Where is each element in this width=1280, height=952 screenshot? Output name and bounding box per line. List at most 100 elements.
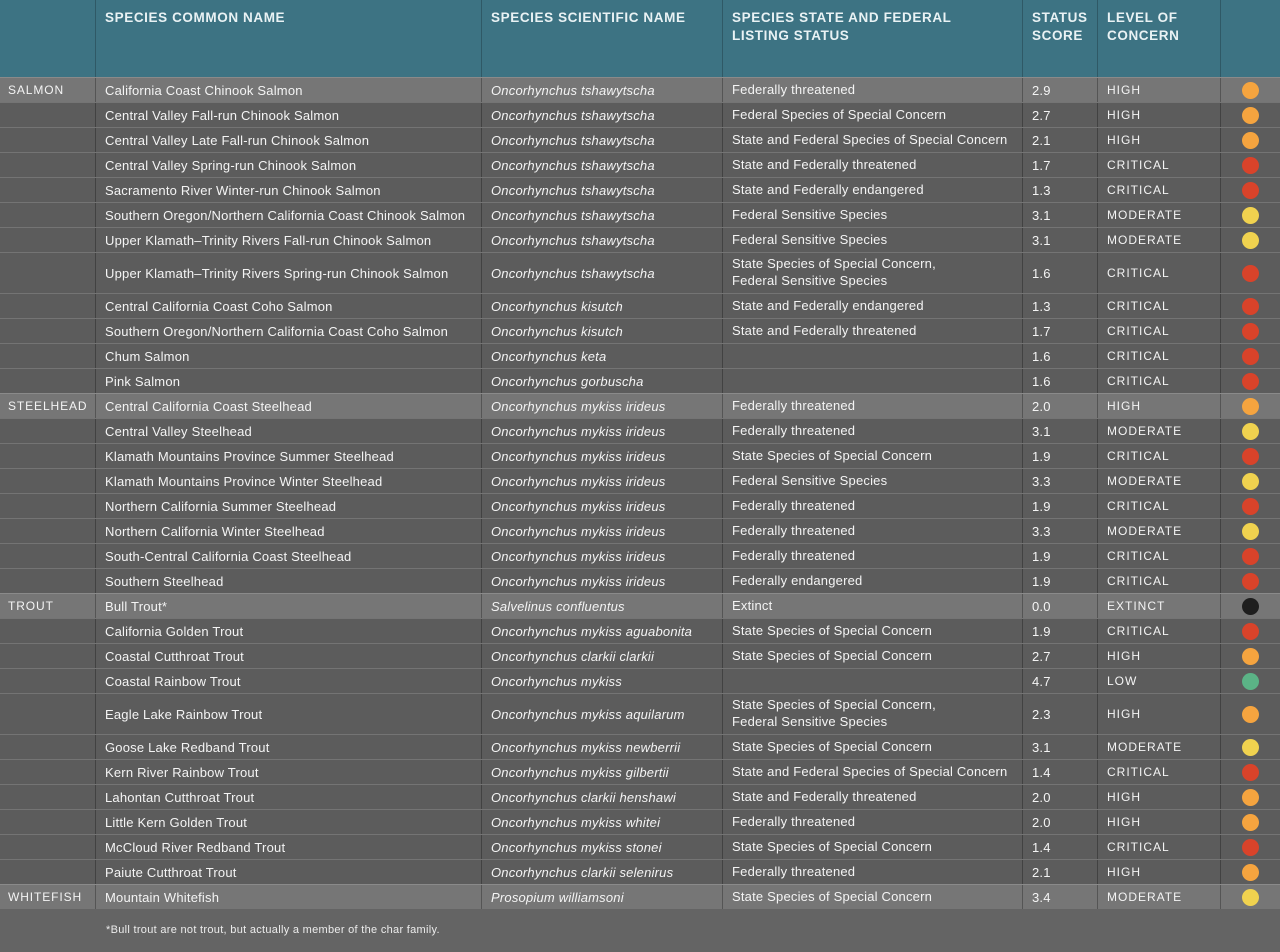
status-score-cell: 1.9 — [1022, 444, 1097, 468]
concern-level-cell: HIGH — [1097, 644, 1220, 668]
table-header: SPECIES COMMON NAME SPECIES SCIENTIFIC N… — [0, 0, 1280, 77]
table-row: Central Valley Steelhead Oncorhynchus myk… — [0, 418, 1280, 443]
scientific-name-cell: Oncorhynchus clarkii henshawi — [481, 785, 722, 809]
scientific-name-cell: Oncorhynchus tshawytscha — [481, 103, 722, 127]
listing-status-cell: State Species of Special Concern, Federa… — [722, 253, 1022, 293]
concern-dot-cell — [1220, 835, 1280, 859]
group-cell — [0, 569, 95, 593]
concern-level-cell: HIGH — [1097, 860, 1220, 884]
scientific-name-cell: Oncorhynchus tshawytscha — [481, 178, 722, 202]
scientific-name-cell: Oncorhynchus kisutch — [481, 319, 722, 343]
status-score-cell: 2.0 — [1022, 394, 1097, 418]
table-row: Klamath Mountains Province Summer Steelh… — [0, 443, 1280, 468]
concern-dot-icon — [1242, 547, 1259, 565]
common-name-cell: Klamath Mountains Province Summer Steelh… — [95, 444, 481, 468]
listing-status-cell: State Species of Special Concern — [722, 885, 1022, 909]
concern-level-cell: HIGH — [1097, 810, 1220, 834]
status-score-cell: 1.9 — [1022, 494, 1097, 518]
concern-dot-icon — [1242, 738, 1259, 756]
table-row: Chum Salmon Oncorhynchus keta 1.6 CRITICAL — [0, 343, 1280, 368]
table-row: South-Central California Coast Steelhead… — [0, 543, 1280, 568]
concern-level-cell: MODERATE — [1097, 735, 1220, 759]
listing-status-cell: State and Federally endangered — [722, 294, 1022, 318]
common-name-cell: Coastal Cutthroat Trout — [95, 644, 481, 668]
group-cell — [0, 860, 95, 884]
listing-status-cell: Federal Sensitive Species — [722, 203, 1022, 227]
common-name-cell: Chum Salmon — [95, 344, 481, 368]
group-cell — [0, 128, 95, 152]
group-cell — [0, 669, 95, 693]
footnote: *Bull trout are not trout, but actually … — [106, 924, 440, 936]
group-cell — [0, 319, 95, 343]
listing-status-cell — [722, 369, 1022, 393]
concern-dot-icon — [1242, 131, 1259, 149]
concern-level-cell: HIGH — [1097, 694, 1220, 734]
group-cell — [0, 103, 95, 127]
table-row: Southern Steelhead Oncorhynchus mykiss ir… — [0, 568, 1280, 593]
status-score-cell: 2.9 — [1022, 78, 1097, 102]
common-name-cell: Upper Klamath–Trinity Rivers Fall-run Ch… — [95, 228, 481, 252]
concern-dot-cell — [1220, 785, 1280, 809]
status-score-cell: 1.6 — [1022, 369, 1097, 393]
concern-level-cell: MODERATE — [1097, 228, 1220, 252]
scientific-name-cell: Oncorhynchus mykiss irideus — [481, 569, 722, 593]
status-score-cell: 3.4 — [1022, 885, 1097, 909]
concern-dot-icon — [1242, 231, 1259, 249]
common-name-cell: Southern Oregon/Northern California Coas… — [95, 319, 481, 343]
concern-dot-icon — [1242, 297, 1259, 315]
common-name-cell: Upper Klamath–Trinity Rivers Spring-run … — [95, 253, 481, 293]
listing-status-cell: State and Federal Species of Special Con… — [722, 128, 1022, 152]
table-row: Southern Oregon/Northern California Coas… — [0, 318, 1280, 343]
table-row: Eagle Lake Rainbow Trout Oncorhynchus myk… — [0, 693, 1280, 734]
concern-dot-cell — [1220, 760, 1280, 784]
header-common-name: SPECIES COMMON NAME — [95, 0, 481, 77]
common-name-cell: California Golden Trout — [95, 619, 481, 643]
group-cell — [0, 494, 95, 518]
table-row: Northern California Winter Steelhead Onco… — [0, 518, 1280, 543]
listing-status-cell: Federally endangered — [722, 569, 1022, 593]
table-row: Little Kern Golden Trout Oncorhynchus myk… — [0, 809, 1280, 834]
listing-status-cell: Federal Species of Special Concern — [722, 103, 1022, 127]
listing-status-cell: Federally threatened — [722, 419, 1022, 443]
common-name-cell: Northern California Winter Steelhead — [95, 519, 481, 543]
scientific-name-cell: Oncorhynchus mykiss irideus — [481, 519, 722, 543]
concern-dot-icon — [1242, 672, 1259, 690]
group-cell — [0, 544, 95, 568]
header-status-score: STATUS SCORE — [1022, 0, 1097, 77]
concern-dot-cell — [1220, 885, 1280, 909]
scientific-name-cell: Oncorhynchus keta — [481, 344, 722, 368]
group-cell: STEELHEAD — [8, 399, 88, 413]
concern-dot-icon — [1242, 597, 1259, 615]
scientific-name-cell: Oncorhynchus gorbuscha — [481, 369, 722, 393]
concern-dot-icon — [1242, 106, 1259, 124]
common-name-cell: Pink Salmon — [95, 369, 481, 393]
header-listing-status: SPECIES STATE AND FEDERAL LISTING STATUS — [722, 0, 1022, 77]
common-name-cell: California Coast Chinook Salmon — [95, 78, 481, 102]
concern-level-cell: CRITICAL — [1097, 294, 1220, 318]
concern-dot-icon — [1242, 763, 1259, 781]
status-score-cell: 2.3 — [1022, 694, 1097, 734]
concern-dot-icon — [1242, 472, 1259, 490]
listing-status-cell: State and Federal Species of Special Con… — [722, 760, 1022, 784]
table-row: Coastal Cutthroat Trout Oncorhynchus clar… — [0, 643, 1280, 668]
concern-level-cell: LOW — [1097, 669, 1220, 693]
common-name-cell: Southern Oregon/Northern California Coas… — [95, 203, 481, 227]
group-cell — [0, 203, 95, 227]
common-name-cell: Goose Lake Redband Trout — [95, 735, 481, 759]
status-score-cell: 3.3 — [1022, 469, 1097, 493]
concern-dot-icon — [1242, 372, 1259, 390]
concern-level-cell: CRITICAL — [1097, 344, 1220, 368]
concern-level-cell: CRITICAL — [1097, 253, 1220, 293]
group-cell: WHITEFISH — [8, 890, 83, 904]
scientific-name-cell: Oncorhynchus mykiss stonei — [481, 835, 722, 859]
concern-level-cell: HIGH — [1097, 785, 1220, 809]
status-score-cell: 3.1 — [1022, 735, 1097, 759]
status-score-cell: 3.3 — [1022, 519, 1097, 543]
table-row: California Golden Trout Oncorhynchus myki… — [0, 618, 1280, 643]
scientific-name-cell: Oncorhynchus tshawytscha — [481, 128, 722, 152]
concern-level-cell: EXTINCT — [1097, 594, 1220, 618]
concern-dot-icon — [1242, 705, 1259, 723]
concern-dot-cell — [1220, 228, 1280, 252]
scientific-name-cell: Oncorhynchus mykiss whitei — [481, 810, 722, 834]
